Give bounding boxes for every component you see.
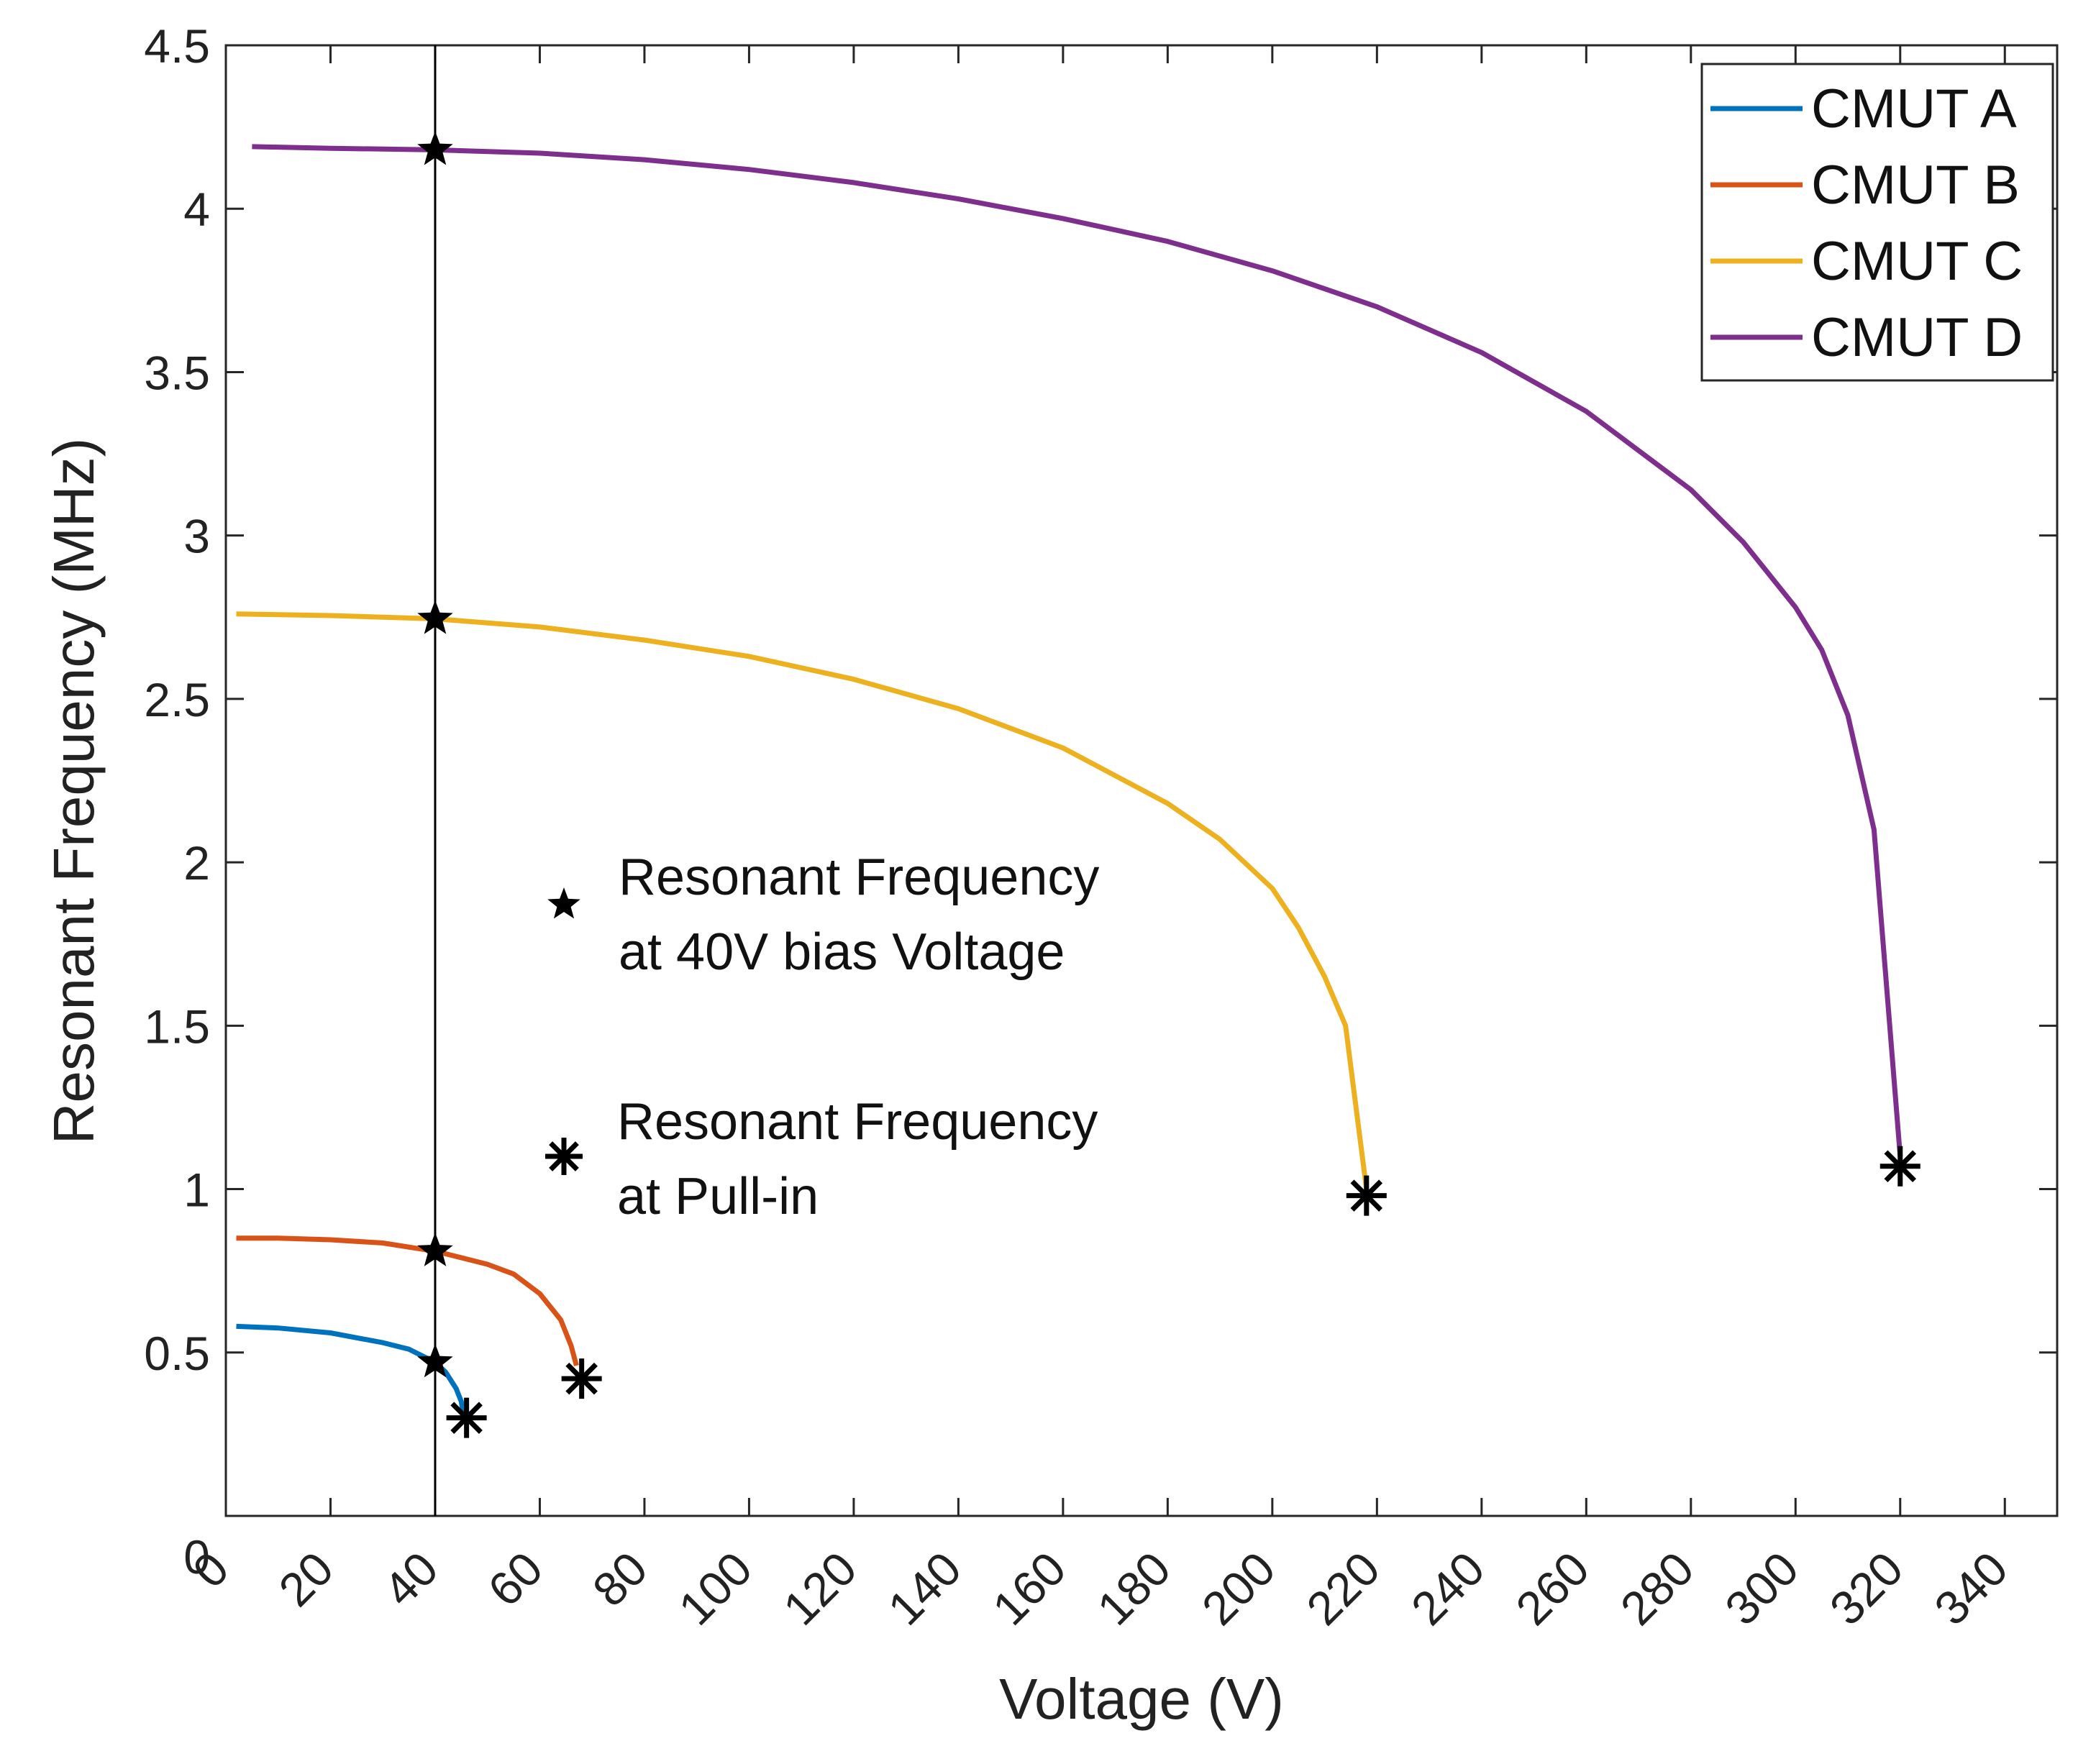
- y-tick-label: 4.5: [144, 19, 210, 73]
- annotation-panel: Resonant Frequency at 40V bias Voltage Res…: [545, 849, 1099, 1225]
- pull-in-marker-cmut-c: [1346, 1175, 1387, 1216]
- y-tick-label: 2.5: [144, 673, 210, 726]
- series-line-cmut-c: [236, 611, 1370, 1190]
- star-marker-cmut-b: [417, 1232, 453, 1266]
- x-tick-label: 140: [878, 1542, 971, 1635]
- star-marker-cmut-c: [417, 600, 453, 634]
- legend-box: [1700, 63, 2054, 382]
- x-tick-label: 160: [983, 1542, 1076, 1635]
- x-tick-label: 320: [1819, 1542, 1913, 1635]
- series-line-cmut-b: [236, 1235, 579, 1366]
- annotation-star-line: at 40V bias Voltage: [619, 923, 1065, 981]
- y-tick-label: 1: [183, 1164, 210, 1217]
- plot-frame: [224, 44, 2059, 1517]
- y-tick-label: 1.5: [144, 1000, 210, 1053]
- pull-in-marker-cmut-b: [561, 1358, 602, 1399]
- legend-label-cmut-d: CMUT D: [1811, 307, 2023, 368]
- star-marker-cmut-d: [417, 131, 453, 165]
- y-tick-label: 3.5: [144, 346, 210, 399]
- y-tick-label: 4: [183, 183, 210, 236]
- legend-asterisk-symbol: [545, 1138, 583, 1175]
- x-tick-label: 120: [773, 1542, 867, 1635]
- x-axis-title: Voltage (V): [999, 1667, 1284, 1731]
- x-tick-label: 180: [1087, 1542, 1180, 1635]
- y-tick-label: 3: [183, 510, 210, 563]
- pull-in-marker-cmut-a: [446, 1397, 487, 1438]
- x-tick-label: 200: [1192, 1542, 1285, 1635]
- x-tick-label: 240: [1401, 1542, 1495, 1635]
- annotation-star-line: Resonant Frequency: [619, 849, 1099, 906]
- series-layer: [236, 144, 1903, 1419]
- x-tick-label: 220: [1296, 1542, 1390, 1635]
- x-tick-label: 20: [268, 1542, 343, 1617]
- y-tick-label: 0: [183, 1530, 210, 1584]
- legend-label-cmut-a: CMUT A: [1811, 78, 2017, 140]
- legend-label-cmut-b: CMUT B: [1811, 155, 2020, 216]
- legend-star-symbol: [547, 887, 580, 919]
- legend-label-cmut-c: CMUT C: [1811, 231, 2023, 292]
- legend: CMUT A CMUT B CMUT C CMUT D: [1700, 63, 2054, 382]
- y-axis-title: Resonant Frequency (MHz): [42, 438, 106, 1145]
- x-tick-label: 340: [1924, 1542, 2018, 1635]
- annotation-asterisk-line: Resonant Frequency: [617, 1093, 1098, 1151]
- x-tick-label: 300: [1715, 1542, 1808, 1635]
- x-tick-label: 260: [1505, 1542, 1599, 1635]
- series-line-cmut-d: [252, 144, 1903, 1157]
- markers-layer: [417, 131, 1920, 1438]
- series-line-cmut-a: [236, 1323, 467, 1419]
- pull-in-marker-cmut-d: [1879, 1146, 1920, 1187]
- y-tick-label: 0.5: [144, 1327, 210, 1380]
- x-tick-label: 280: [1610, 1542, 1704, 1635]
- annotation-asterisk-line: at Pull-in: [617, 1168, 819, 1225]
- x-tick-label: 60: [478, 1542, 552, 1617]
- x-tick-label: 80: [583, 1542, 657, 1617]
- x-tick-label: 40: [373, 1542, 448, 1617]
- x-tick-label: 100: [668, 1542, 762, 1635]
- star-marker-cmut-a: [417, 1343, 453, 1378]
- y-tick-label: 2: [183, 836, 210, 890]
